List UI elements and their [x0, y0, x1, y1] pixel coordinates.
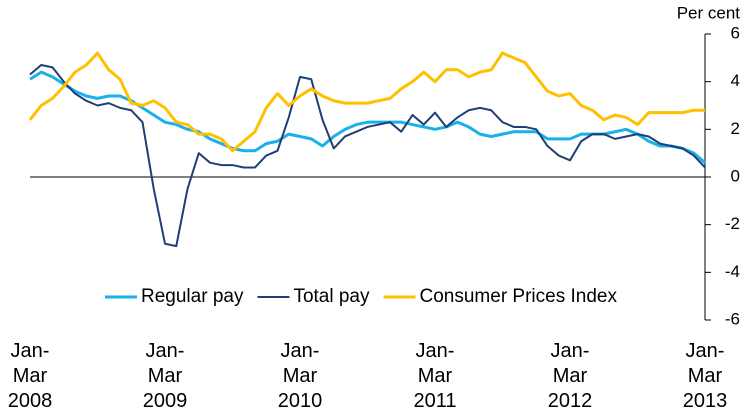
x-tick-label-line: 2010 [278, 390, 323, 412]
legend-label: Total pay [293, 286, 370, 307]
series-line [28, 51, 705, 153]
x-tick-label-line: Jan- [416, 340, 455, 362]
y-tick-label: 2 [731, 119, 740, 138]
x-tick-label: Jan- Mar 2012 [548, 340, 593, 412]
x-tick-label: Jan- Mar 2009 [143, 340, 188, 412]
x-tick-label-line: Mar [418, 365, 453, 387]
series-line [29, 63, 706, 248]
x-tick-label-line: 2011 [413, 390, 456, 412]
x-tick-label-line: Jan- [281, 340, 320, 362]
x-tick-label-line: Mar [283, 365, 318, 387]
series-line [29, 70, 706, 164]
y-tick-label: 0 [731, 166, 740, 185]
x-tick-label-line: 2013 [683, 390, 728, 412]
legend-label: Regular pay [141, 286, 244, 307]
x-tick-label: Jan- Mar 2008 [8, 340, 53, 412]
x-tick-label-line: 2009 [143, 390, 188, 412]
y-tick-label: -4 [725, 262, 740, 281]
legend-label: Consumer Prices Index [420, 286, 618, 307]
y-tick-label: -6 [725, 309, 740, 328]
x-tick-label-line: Mar [13, 365, 48, 387]
x-tick-label-line: Jan- [146, 340, 185, 362]
x-tick-label-line: Mar [553, 365, 588, 387]
x-tick-label-line: 2008 [8, 390, 53, 412]
x-tick-label: Jan- Mar 2013 [683, 340, 728, 412]
y-tick-label: -2 [725, 214, 740, 233]
x-tick-label-line: Mar [148, 365, 183, 387]
x-tick-label-line: Mar [688, 365, 723, 387]
y-tick-label: 4 [731, 71, 740, 90]
x-tick-label-line: Jan- [686, 340, 725, 362]
x-tick-label-line: 2012 [548, 390, 593, 412]
x-tick-label: Jan- Mar 2010 [278, 340, 323, 412]
y-tick-label: 6 [731, 23, 740, 42]
x-tick-label-line: Jan- [551, 340, 590, 362]
x-tick-label: Jan- Mar 2011 [413, 340, 456, 412]
y-axis-label: Per cent [677, 3, 741, 22]
x-tick-label-line: Jan- [11, 340, 50, 362]
